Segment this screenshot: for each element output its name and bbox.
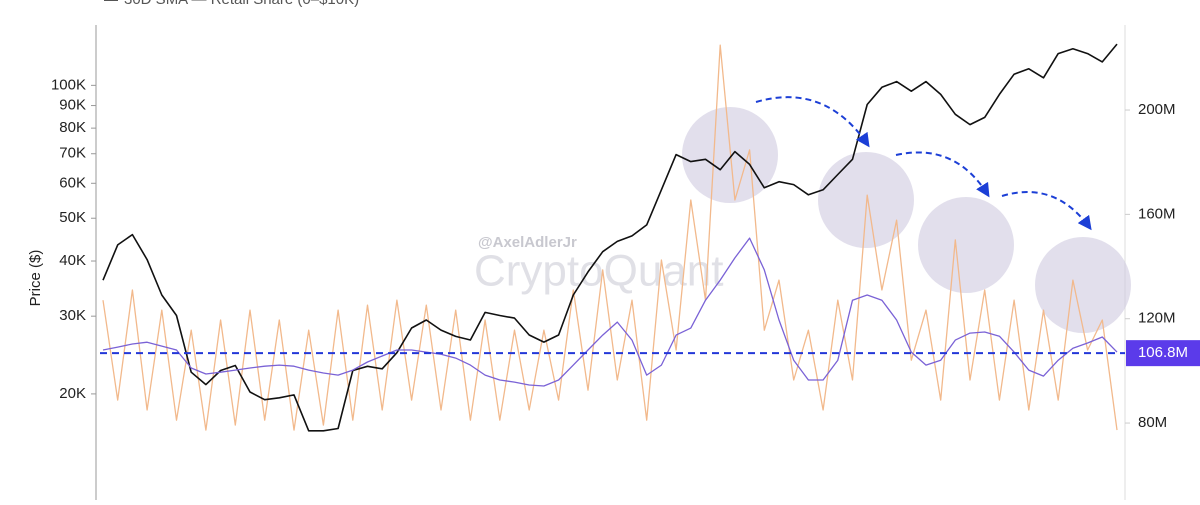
y-tick-label: 80K (59, 119, 86, 136)
reference-label: 106.8M (1138, 344, 1188, 361)
plot-area (100, 43, 1125, 432)
y2-tick-label: 80M (1138, 414, 1167, 431)
y-tick-label: 70K (59, 145, 86, 162)
y-tick-label: 40K (59, 252, 86, 269)
reference-badge (1126, 340, 1200, 367)
arrow (755, 96, 870, 148)
highlight-circle (1035, 237, 1131, 333)
legend-label: 30D SMA — Retail Share (0–$10K) (124, 0, 359, 8)
y2-tick-label: 160M (1138, 205, 1176, 222)
y2-tick-label: 120M (1138, 310, 1176, 327)
series-line (102, 44, 1118, 431)
y-tick-label: 20K (59, 385, 86, 402)
y2-tick-label: 200M (1138, 101, 1176, 118)
highlight-circle (818, 152, 914, 248)
y-tick-label: 100K (51, 76, 86, 93)
y-axis-label: Price ($) (27, 250, 44, 307)
arrow (895, 151, 990, 198)
y-tick-label: 60K (59, 174, 86, 191)
highlight-circles (682, 107, 1131, 333)
watermark-handle: @AxelAdlerJr (478, 234, 577, 251)
highlight-circle (918, 197, 1014, 293)
arrows (755, 96, 1092, 231)
series-line (102, 43, 1118, 432)
y-tick-label: 90K (59, 97, 86, 114)
y-tick-label: 30K (59, 307, 86, 324)
y-tick-label: 50K (59, 209, 86, 226)
series-line (102, 237, 1118, 387)
arrow (1001, 191, 1092, 231)
